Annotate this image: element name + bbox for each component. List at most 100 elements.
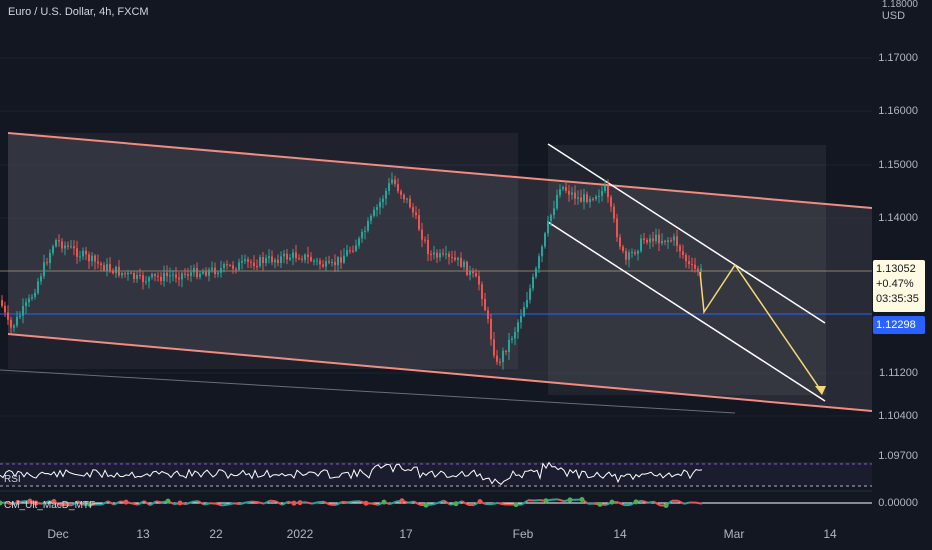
macd-segment — [221, 503, 229, 507]
macd-segment — [677, 499, 685, 505]
candle-body — [124, 273, 126, 275]
candle-body — [34, 292, 36, 297]
candle-body — [310, 256, 312, 261]
candle-body — [511, 338, 513, 340]
candle-body — [499, 361, 501, 363]
macd-segment — [113, 500, 121, 506]
inner-channel-upper[interactable] — [547, 143, 826, 324]
macd-segment — [251, 500, 259, 504]
candle-body — [604, 185, 606, 191]
candle-body — [22, 306, 24, 316]
candle-body — [163, 272, 165, 282]
axis-top-label: 1.18000 — [881, 0, 918, 10]
macd-cross-dot — [15, 499, 21, 505]
macd-cross-dot — [663, 502, 669, 508]
candle-body — [376, 207, 378, 210]
macd-segment — [137, 500, 145, 506]
channel-upper-line[interactable] — [7, 132, 872, 209]
candle-body — [415, 212, 417, 216]
candle-body — [106, 264, 108, 271]
price-axis[interactable]: 1.18000 USD 1.17000 1.16000 1.15000 1.14… — [872, 0, 932, 550]
candle-body — [154, 274, 156, 276]
channel-lower-line[interactable] — [7, 333, 872, 412]
candle-body — [577, 197, 579, 199]
last-price-box: 1.13052 +0.47% 03:35:35 — [873, 260, 925, 312]
candle-body — [37, 281, 39, 293]
candle-body — [397, 184, 399, 192]
x-label-17: 17 — [399, 527, 413, 541]
candle-body — [655, 234, 657, 242]
symbol-title[interactable]: Euro / U.S. Dollar, 4h, FXCM — [8, 6, 149, 18]
gray-trend-line[interactable] — [0, 369, 736, 414]
macd-segment — [641, 499, 649, 504]
candle-body — [538, 256, 540, 269]
candle-body — [130, 272, 132, 274]
x-label-feb: Feb — [512, 527, 534, 541]
macd-label[interactable]: CM_Ult_MacD_MTF — [4, 500, 96, 511]
candle-body — [70, 246, 72, 248]
y-label-1160: 1.16000 — [878, 105, 918, 117]
macd-cross-dot — [33, 500, 39, 506]
candle-body — [430, 254, 432, 256]
candle-body — [619, 237, 621, 247]
macd-cross-dot — [579, 496, 585, 502]
candle-body — [670, 240, 672, 242]
candle-body — [448, 253, 450, 257]
candle-body — [247, 259, 249, 262]
candle-body — [232, 265, 234, 269]
candle-body — [31, 296, 33, 299]
macd-cross-dot — [381, 499, 387, 505]
macd-segment — [143, 500, 151, 507]
rsi-label[interactable]: RSI — [4, 474, 21, 485]
candle-body — [61, 241, 63, 249]
candle-body — [697, 268, 699, 272]
candle-body — [142, 275, 144, 282]
candle-body — [691, 264, 693, 266]
candle-body — [487, 310, 489, 319]
macd-cross-dot — [453, 501, 459, 507]
macd-segment — [431, 501, 439, 506]
macd-segment — [437, 499, 445, 504]
macd-cross-dot — [543, 498, 549, 504]
candle-body — [355, 245, 357, 252]
macd-cross-dot — [0, 500, 3, 506]
projection-arrow-head — [815, 386, 826, 395]
macd-segment — [269, 499, 277, 503]
candle-body — [529, 288, 531, 300]
projection-path[interactable] — [699, 263, 823, 393]
candle-body — [28, 298, 30, 303]
candle-body — [202, 271, 204, 274]
candle-body — [121, 273, 123, 276]
x-label-13: 13 — [136, 527, 150, 541]
candle-body — [421, 229, 423, 240]
candle-body — [412, 207, 414, 213]
price-chart[interactable] — [0, 0, 872, 550]
macd-cross-dot — [51, 499, 57, 505]
inner-channel-lower[interactable] — [547, 221, 826, 402]
candle-body — [643, 238, 645, 240]
macd-segment — [305, 501, 313, 505]
candle-body — [211, 267, 213, 270]
candle-body — [127, 272, 129, 275]
macd-segment — [185, 500, 193, 506]
candle-body — [433, 252, 435, 255]
candle-body — [457, 257, 459, 260]
candle-body — [241, 260, 243, 263]
candle-body — [262, 257, 264, 263]
macd-cross-dot — [423, 502, 429, 508]
candle-body — [550, 215, 552, 221]
candle-body — [553, 208, 555, 216]
candle-body — [325, 261, 327, 267]
candle-body — [541, 246, 543, 257]
macd-cross-dot — [27, 498, 33, 504]
candle-body — [196, 268, 198, 278]
candle-body — [13, 325, 15, 328]
candle-body — [43, 262, 45, 277]
candle-body — [226, 264, 228, 266]
candle-body — [229, 265, 231, 267]
candle-body — [346, 250, 348, 256]
candle-body — [49, 253, 51, 264]
candle-body — [682, 251, 684, 255]
candle-body — [514, 332, 516, 339]
y-label-1104: 1.10400 — [878, 410, 918, 422]
